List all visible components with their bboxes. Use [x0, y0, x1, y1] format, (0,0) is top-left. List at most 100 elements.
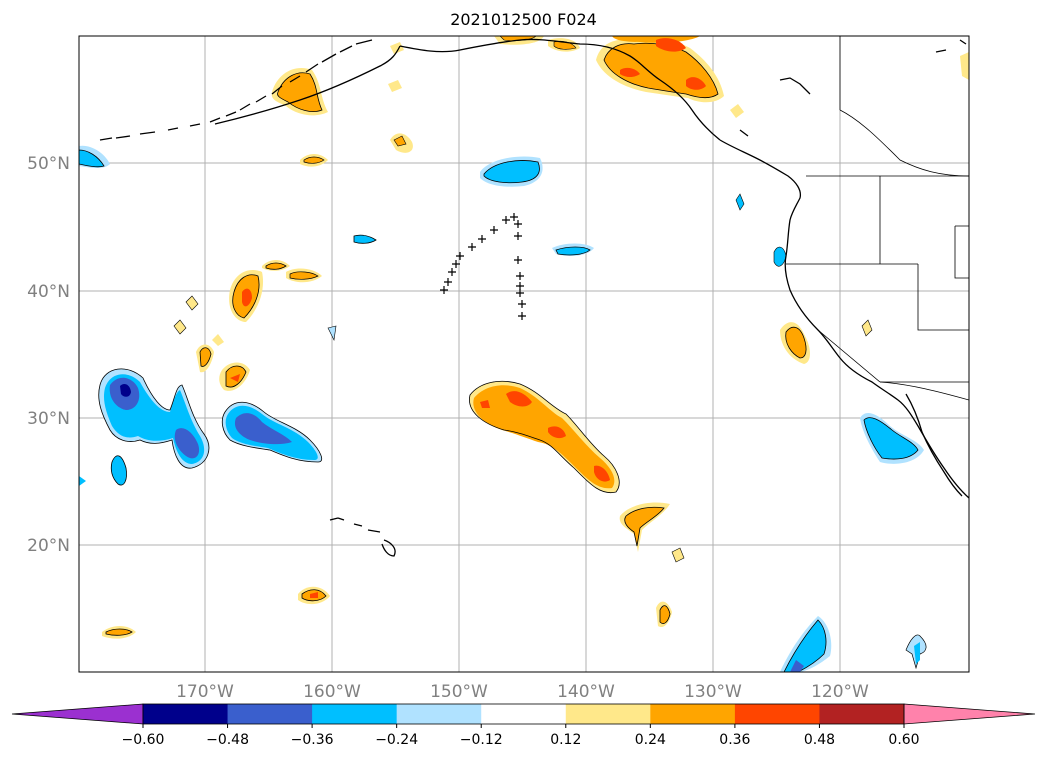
- marker: [518, 300, 526, 308]
- blob-160w-light: [327, 325, 337, 341]
- blob-155w-orange: [393, 135, 407, 147]
- marker: [510, 213, 518, 221]
- blob-162w-orange: [289, 271, 319, 280]
- blob-se-blue: [863, 417, 919, 460]
- colorbar-cell: [565, 704, 651, 724]
- blob-168w-yellow: [212, 334, 224, 346]
- colorbar-cell: [481, 704, 567, 724]
- colorbar-label: 0.60: [888, 732, 919, 748]
- blob-133w-yellow: [671, 547, 685, 563]
- lat-label-30n: 30°N: [27, 409, 70, 429]
- marker: [514, 256, 522, 264]
- borders: [786, 36, 969, 401]
- colorbar-label: −0.12: [460, 732, 503, 748]
- blob-bc-red-3: [686, 77, 706, 90]
- band-red-3: [548, 426, 566, 439]
- lon-label-140w: 140°W: [557, 682, 615, 702]
- colorbar-label: −0.60: [122, 732, 165, 748]
- blob-bc-red-2: [620, 67, 640, 77]
- colorbar-cell: [734, 704, 820, 724]
- band-orange: [473, 385, 615, 489]
- colorbar-label: 0.36: [719, 732, 750, 748]
- marker: [518, 312, 526, 320]
- blob-bc-red-1: [656, 38, 686, 52]
- blob-164w-orange: [265, 262, 287, 270]
- marker: [516, 289, 524, 297]
- state-borders: [786, 176, 969, 383]
- hawaii: [329, 517, 396, 557]
- colorbar-cell: [819, 704, 905, 724]
- marker: [490, 226, 498, 234]
- lat-label-40n: 40°N: [27, 282, 70, 302]
- colorbar-label: −0.36: [291, 732, 334, 748]
- blob-west-navy: [120, 384, 131, 397]
- lon-label-120w: 120°W: [811, 682, 869, 702]
- marker: [514, 232, 522, 240]
- positive-contours: [102, 36, 969, 639]
- blob-50n-blue: [79, 149, 105, 168]
- colorbar-label: 0.12: [550, 732, 581, 748]
- marker: [502, 216, 510, 224]
- colorbar-cell: [227, 704, 313, 724]
- blob-edge-blue: [79, 476, 86, 486]
- blob-alaska-orange: [277, 72, 323, 112]
- blob-135w-orange: [624, 506, 665, 547]
- coastlines: [99, 38, 969, 557]
- blob-161w-red: [310, 592, 318, 598]
- band-red-1: [506, 391, 532, 407]
- idaho-border: [954, 225, 969, 279]
- colorbar-label: −0.48: [206, 732, 249, 748]
- blob-161w-50n-orange: [303, 156, 325, 164]
- blob-171w-yellow: [185, 295, 199, 311]
- blob-175w-orange: [105, 628, 133, 636]
- misc-islands: [739, 39, 967, 137]
- blob-128w-blue: [735, 193, 745, 211]
- lon-label-150w: 150°W: [430, 682, 488, 702]
- track-markers: [440, 213, 526, 320]
- colorbar-label: −0.24: [375, 732, 418, 748]
- map-background: [79, 36, 969, 672]
- marker: [516, 272, 524, 280]
- marker: [456, 252, 464, 260]
- blob-ne-yellow: [960, 52, 969, 80]
- marker: [514, 220, 522, 228]
- blob-166w-red: [242, 288, 252, 307]
- marker: [448, 268, 456, 276]
- blob-bc-small-yellow: [730, 104, 744, 118]
- negative-contours: [79, 145, 927, 672]
- colorbar-frame: [142, 703, 905, 725]
- gulf-of-alaska-coast: [399, 38, 721, 141]
- band-red-2: [480, 400, 490, 408]
- aleutian-islands: [99, 39, 373, 141]
- blob-177w-blue: [110, 455, 127, 486]
- lon-label-130w: 130°W: [684, 682, 742, 702]
- lat-label-20n: 20°N: [27, 536, 70, 556]
- blob-bottom2-blue: [914, 642, 920, 664]
- blob-172w-yellow: [173, 319, 187, 335]
- colorbar-cell: [396, 704, 482, 724]
- west-coast-na: [719, 139, 969, 499]
- map-title: 2021012500 F024: [450, 10, 597, 29]
- blob-ca-orange: [785, 326, 807, 359]
- colorbar-label: 0.48: [804, 732, 835, 748]
- marker: [452, 260, 460, 268]
- blob-169w-orange: [199, 347, 212, 367]
- blob-nv-yellow: [861, 319, 873, 337]
- alaska-peninsula: [214, 45, 401, 125]
- colorbar-label: 0.24: [635, 732, 666, 748]
- colorbar-cell: [312, 704, 398, 724]
- colorbar: −0.60 −0.48 −0.36 −0.24 −0.12 0.12 0.24 0.36 0.4…: [11, 703, 1036, 748]
- marker: [440, 286, 448, 294]
- blob-bottom-blue: [783, 619, 827, 672]
- colorbar-cell: [650, 704, 736, 724]
- blob-165w-contour: [221, 401, 323, 463]
- band-contour: [469, 380, 620, 494]
- blob-156w-yellow: [388, 80, 402, 92]
- marker: [478, 235, 486, 243]
- lat-label-50n: 50°N: [27, 154, 70, 174]
- us-mexico-border: [879, 381, 969, 401]
- map-frame: [78, 35, 970, 673]
- blob-west-contour: [98, 368, 210, 469]
- blob-147w-blue: [483, 160, 540, 184]
- colorbar-extend-low: [11, 703, 144, 725]
